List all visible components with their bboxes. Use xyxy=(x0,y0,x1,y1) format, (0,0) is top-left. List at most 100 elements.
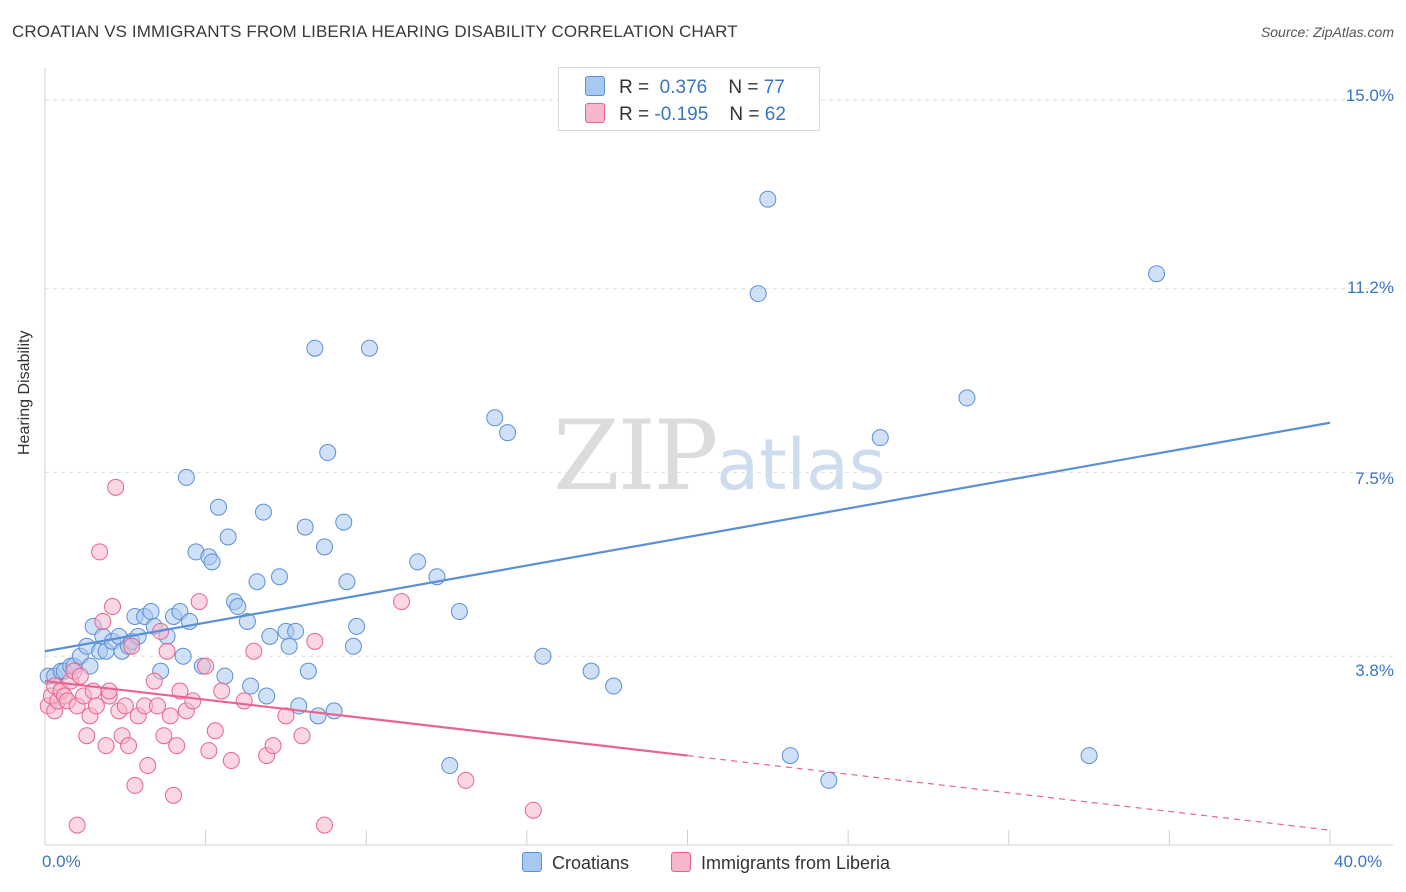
point-croatians-39 xyxy=(238,612,256,630)
point-liberia-38 xyxy=(165,786,182,804)
x-tick-label-min: 0.0% xyxy=(42,852,81,871)
legend-r-label: R = xyxy=(619,104,650,125)
chart-title: CROATIAN VS IMMIGRANTS FROM LIBERIA HEAR… xyxy=(12,22,738,41)
point-liberia-54 xyxy=(293,727,311,745)
point-croatians-56 xyxy=(325,702,343,720)
point-croatians-35 xyxy=(216,667,234,685)
point-liberia-49 xyxy=(235,692,253,710)
point-croatians-48 xyxy=(287,622,305,640)
point-croatians-71 xyxy=(749,285,767,303)
point-liberia-55 xyxy=(306,632,324,650)
point-croatians-36 xyxy=(219,528,237,546)
y-tick-label-3: 3.8% xyxy=(1355,661,1394,680)
legend-r-value: 0.376 xyxy=(659,77,708,98)
legend-row-liberia: R = -0.195 N = 62 xyxy=(585,103,786,126)
point-croatians-50 xyxy=(296,518,314,536)
point-liberia-48 xyxy=(222,752,240,770)
bottom-legend-croatians: Croatians xyxy=(522,852,629,874)
point-liberia-61 xyxy=(100,682,118,700)
point-croatians-21 xyxy=(142,603,160,621)
legend-swatch-liberia xyxy=(585,103,605,123)
point-liberia-52 xyxy=(264,737,282,755)
point-croatians-78 xyxy=(1148,265,1166,283)
point-croatians-55 xyxy=(319,444,337,462)
point-liberia-37 xyxy=(161,707,179,725)
point-liberia-56 xyxy=(315,816,333,834)
point-liberia-60 xyxy=(68,816,86,834)
x-tick-label-max: 40.0% xyxy=(1334,852,1383,871)
point-croatians-70 xyxy=(605,677,623,695)
point-liberia-45 xyxy=(200,742,218,760)
point-liberia-58 xyxy=(457,771,475,789)
point-liberia-31 xyxy=(139,757,157,775)
point-croatians-53 xyxy=(309,707,327,725)
point-croatians-44 xyxy=(261,627,279,645)
point-croatians-47 xyxy=(280,637,298,655)
bottom-legend-label-liberia: Immigrants from Liberia xyxy=(701,853,891,873)
point-croatians-76 xyxy=(958,389,976,407)
point-croatians-68 xyxy=(534,647,552,665)
point-croatians-60 xyxy=(348,617,366,635)
point-croatians-57 xyxy=(335,513,353,531)
point-liberia-43 xyxy=(190,593,208,611)
trend-line-liberia xyxy=(44,679,688,757)
point-croatians-73 xyxy=(781,747,799,765)
legend-n-value: 62 xyxy=(764,104,786,125)
point-liberia-22 xyxy=(107,478,125,496)
point-croatians-45 xyxy=(271,568,289,586)
point-croatians-72 xyxy=(759,190,777,208)
point-croatians-52 xyxy=(306,339,324,357)
point-liberia-42 xyxy=(184,692,202,710)
y-tick-label-15: 15.0% xyxy=(1345,86,1394,105)
point-liberia-59 xyxy=(524,801,542,819)
point-croatians-75 xyxy=(871,429,889,447)
legend-swatch-croatians xyxy=(585,76,605,96)
point-croatians-65 xyxy=(450,603,468,621)
legend-n-label: N = xyxy=(729,104,760,125)
y-tick-label-7: 7.5% xyxy=(1355,469,1394,488)
point-liberia-32 xyxy=(145,672,163,690)
point-croatians-33 xyxy=(203,553,221,571)
point-croatians-74 xyxy=(820,771,838,789)
point-liberia-35 xyxy=(155,727,173,745)
legend-row-croatians: R = 0.376 N = 77 xyxy=(585,76,785,99)
point-croatians-77 xyxy=(1080,747,1098,765)
point-liberia-47 xyxy=(213,682,231,700)
correlation-legend: R = 0.376 N = 77 R = -0.195 N = 62 xyxy=(558,67,820,131)
bottom-legend-liberia: Immigrants from Liberia xyxy=(671,852,890,874)
point-croatians-43 xyxy=(258,687,276,705)
legend-n-label: N = xyxy=(728,77,759,98)
point-croatians-51 xyxy=(299,662,317,680)
point-liberia-26 xyxy=(120,737,138,755)
trend-line-croatians xyxy=(44,421,1331,653)
point-liberia-28 xyxy=(126,776,144,794)
point-liberia-16 xyxy=(87,697,105,715)
point-croatians-64 xyxy=(441,757,459,775)
point-croatians-42 xyxy=(254,503,272,521)
point-liberia-44 xyxy=(197,657,215,675)
point-croatians-54 xyxy=(315,538,333,556)
y-axis-label: Hearing Disability xyxy=(16,330,33,456)
source-credit: Source: ZipAtlas.com xyxy=(1260,24,1394,40)
point-liberia-17 xyxy=(91,543,109,561)
point-liberia-13 xyxy=(78,727,96,745)
point-croatians-66 xyxy=(486,409,504,427)
legend-r-value: -0.195 xyxy=(654,104,709,125)
point-liberia-46 xyxy=(206,722,224,740)
watermark-zip: ZIP xyxy=(553,400,718,512)
point-liberia-36 xyxy=(158,642,176,660)
legend-r-label: R = xyxy=(619,77,650,98)
point-liberia-27 xyxy=(123,637,141,655)
point-liberia-18 xyxy=(94,612,112,630)
bottom-legend-swatch-liberia xyxy=(671,852,691,872)
point-liberia-21 xyxy=(103,598,121,616)
point-liberia-19 xyxy=(97,737,115,755)
legend-n-value: 77 xyxy=(763,77,785,98)
point-croatians-34 xyxy=(209,498,227,516)
point-liberia-33 xyxy=(148,697,166,715)
point-croatians-38 xyxy=(229,598,247,616)
point-liberia-50 xyxy=(245,642,263,660)
point-croatians-27 xyxy=(174,647,192,665)
point-croatians-40 xyxy=(242,677,260,695)
